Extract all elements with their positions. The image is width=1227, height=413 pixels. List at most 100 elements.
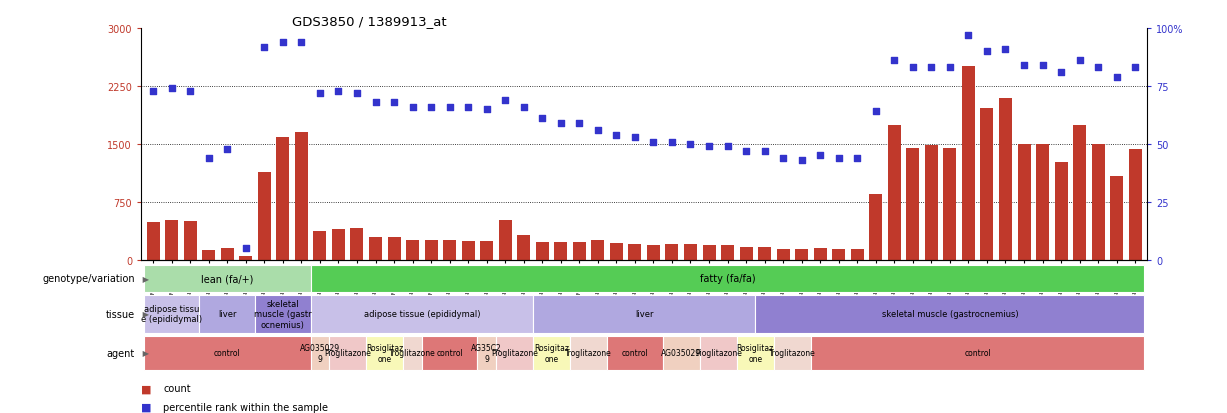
Bar xyxy=(591,240,605,260)
Text: tissue: tissue xyxy=(106,309,135,319)
Bar xyxy=(703,246,715,260)
Point xyxy=(347,90,367,97)
Point xyxy=(699,144,719,150)
Bar xyxy=(1110,177,1123,260)
Point xyxy=(514,104,534,111)
Point xyxy=(773,155,793,162)
Text: genotype/variation: genotype/variation xyxy=(43,274,135,284)
Point xyxy=(885,58,904,64)
Bar xyxy=(147,223,160,260)
Bar xyxy=(571,336,607,370)
Point xyxy=(329,88,348,95)
Point xyxy=(1088,65,1108,71)
Bar xyxy=(832,249,845,260)
Text: control: control xyxy=(622,349,648,358)
Bar xyxy=(1092,145,1104,260)
Text: ▶: ▶ xyxy=(140,274,148,283)
Bar xyxy=(1054,163,1067,260)
Bar xyxy=(795,249,809,260)
Text: control: control xyxy=(964,349,991,358)
Point xyxy=(681,141,701,148)
Bar xyxy=(496,336,533,370)
Bar xyxy=(166,221,178,260)
Text: Pioglitazone: Pioglitazone xyxy=(694,349,742,358)
Bar xyxy=(888,126,901,260)
Point xyxy=(1052,69,1071,76)
Bar xyxy=(610,244,623,260)
Point xyxy=(1070,58,1090,64)
Bar xyxy=(443,240,456,260)
Point xyxy=(180,88,200,95)
Bar xyxy=(184,222,196,260)
Bar xyxy=(388,237,400,260)
Point xyxy=(551,121,571,127)
Bar xyxy=(925,145,937,260)
Point xyxy=(1033,63,1053,69)
Text: adipose tissu
e (epididymal): adipose tissu e (epididymal) xyxy=(141,304,202,323)
Bar xyxy=(404,336,422,370)
Point xyxy=(217,146,237,152)
Text: Pioglitazone: Pioglitazone xyxy=(324,349,371,358)
Bar xyxy=(406,240,420,260)
Text: control: control xyxy=(213,349,240,358)
Point xyxy=(162,86,182,93)
Bar xyxy=(774,336,811,370)
Text: lean (fa/+): lean (fa/+) xyxy=(201,274,254,284)
Bar xyxy=(1129,150,1141,260)
Bar xyxy=(811,336,1145,370)
Point xyxy=(199,155,218,162)
Bar xyxy=(351,228,363,260)
Point xyxy=(1107,74,1126,81)
Bar xyxy=(1036,145,1049,260)
Text: skeletal
muscle (gastr
ocnemius): skeletal muscle (gastr ocnemius) xyxy=(254,299,312,329)
Text: ▶: ▶ xyxy=(140,349,148,358)
Point xyxy=(736,148,756,155)
Point xyxy=(384,100,404,106)
Bar xyxy=(310,295,533,333)
Bar xyxy=(850,249,864,260)
Bar xyxy=(200,295,255,333)
Bar xyxy=(276,138,290,260)
Bar xyxy=(422,336,477,370)
Text: liver: liver xyxy=(218,309,237,318)
Bar xyxy=(425,240,438,260)
Bar xyxy=(480,241,493,260)
Bar xyxy=(740,247,752,260)
Bar xyxy=(533,336,571,370)
Bar xyxy=(144,266,310,292)
Point xyxy=(477,107,497,113)
Point xyxy=(977,49,996,55)
Text: AG035029
9: AG035029 9 xyxy=(299,344,340,363)
Bar xyxy=(498,221,512,260)
Bar xyxy=(202,250,215,260)
Bar xyxy=(313,232,326,260)
Text: Troglitazone: Troglitazone xyxy=(566,349,612,358)
Point xyxy=(496,97,515,104)
Point xyxy=(791,157,811,164)
Point xyxy=(606,132,626,139)
Point xyxy=(940,65,960,71)
Point xyxy=(644,139,664,145)
Bar xyxy=(944,148,956,260)
Point xyxy=(366,100,385,106)
Text: Pioglitazone: Pioglitazone xyxy=(491,349,537,358)
Bar xyxy=(756,295,1145,333)
Text: percentile rank within the sample: percentile rank within the sample xyxy=(163,402,328,412)
Bar xyxy=(962,66,975,260)
Point xyxy=(718,144,737,150)
Point xyxy=(663,139,682,145)
Bar xyxy=(239,257,253,260)
Bar xyxy=(907,148,919,260)
Text: skeletal muscle (gastrocnemius): skeletal muscle (gastrocnemius) xyxy=(881,309,1018,318)
Bar xyxy=(869,195,882,260)
Bar xyxy=(663,336,699,370)
Point xyxy=(144,88,163,95)
Point xyxy=(995,46,1015,53)
Text: GDS3850 / 1389913_at: GDS3850 / 1389913_at xyxy=(292,15,447,28)
Point xyxy=(533,116,552,122)
Bar xyxy=(221,248,234,260)
Text: Rosiglitaz
one: Rosiglitaz one xyxy=(736,344,774,363)
Point xyxy=(274,40,293,46)
Bar xyxy=(310,266,1145,292)
Point xyxy=(903,65,923,71)
